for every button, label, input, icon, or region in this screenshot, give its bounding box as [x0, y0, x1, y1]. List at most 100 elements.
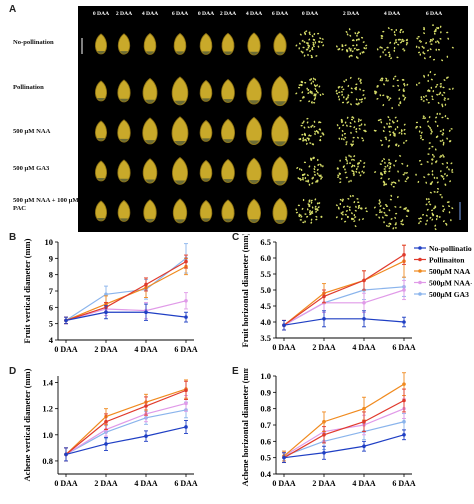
y-axis-label: Fruit vertical diameter (mm)	[22, 238, 32, 343]
series-pollinaiton	[64, 380, 188, 462]
y-tick-label: 0.4	[260, 469, 271, 479]
panel-letter-b: B	[9, 232, 17, 243]
data-point	[282, 455, 286, 460]
fruit-col-header-5: 2 DAA	[220, 11, 236, 17]
series-line	[65, 261, 187, 321]
legend-entry: 500μM NAA	[414, 267, 471, 276]
y-tick-label: 4.0	[260, 317, 271, 327]
y-tick-label: 4.5	[260, 301, 271, 311]
x-tick-label: 4 DAA	[134, 479, 158, 488]
x-tick-label: 0 DAA	[54, 345, 78, 354]
fruit-col-header-3: 6 DAA	[172, 11, 188, 17]
x-tick-label: 0 DAA	[272, 479, 296, 488]
data-point	[322, 450, 326, 455]
fruit-col-header-7: 6 DAA	[272, 11, 288, 17]
y-axis-label: Achene vertical diameter (mm)	[22, 368, 32, 481]
fruit-r1-c6	[246, 77, 262, 105]
legend-label: No-pollination	[429, 244, 472, 253]
x-tick-label: 2 DAA	[94, 479, 118, 488]
x-tick-label: 4 DAA	[352, 343, 376, 352]
y-axis-label: Achene horizontal diameter (mm)	[240, 368, 250, 486]
achene-disc-r4-c1	[335, 195, 368, 228]
legend-marker	[418, 292, 422, 296]
fruit-r0-c5	[221, 32, 235, 56]
achene-disc-r1-c2	[374, 75, 409, 110]
y-tick-label: 1.2	[42, 404, 53, 414]
fruit-r3-c7	[271, 156, 289, 186]
y-axis-label: Fruit horizontal diameter (mm)	[240, 234, 250, 347]
achene-disc-r0-c3	[415, 24, 454, 62]
fruit-r1-c3	[171, 76, 189, 106]
fruit-r4-c1	[117, 200, 131, 222]
data-point	[184, 259, 188, 264]
achene-disc-r0-c1	[336, 28, 368, 59]
fruit-r4-c3	[172, 198, 188, 224]
y-tick-label: 9	[49, 253, 53, 263]
x-tick-label: 2 DAA	[312, 343, 336, 352]
fruit-col-header-2: 4 DAA	[142, 11, 158, 17]
series-500-m-ga3	[64, 401, 188, 462]
x-tick-label: 4 DAA	[352, 479, 376, 488]
data-point	[322, 419, 326, 424]
achene-col-header-0: 0 DAA	[302, 11, 318, 17]
data-point	[184, 425, 188, 429]
data-point	[282, 323, 286, 327]
fruit-r0-c4	[199, 33, 213, 55]
series-line	[283, 318, 405, 326]
achene-disc-r3-c1	[336, 154, 366, 184]
fruit-r4-c5	[221, 199, 235, 223]
data-point	[402, 382, 406, 386]
fruit-r2-c0	[94, 120, 108, 142]
y-tick-label: 4	[49, 335, 54, 345]
data-point	[362, 278, 366, 283]
achene-disc-r3-c2	[374, 155, 410, 188]
x-tick-label: 6 DAA	[174, 345, 198, 354]
series-line	[65, 388, 187, 455]
y-tick-label: 5.0	[260, 285, 271, 295]
data-point	[184, 388, 188, 393]
legend-entry: No-pollination	[414, 244, 472, 253]
legend-marker	[418, 280, 422, 285]
series-500-m-naa-100-m-pac	[64, 395, 188, 462]
fruit-r3-c0	[94, 160, 108, 182]
achene-disc-r4-c3	[418, 191, 454, 231]
x-tick-label: 6 DAA	[174, 479, 198, 488]
data-point	[144, 434, 148, 438]
series-line	[65, 300, 187, 321]
data-point	[362, 301, 366, 305]
y-tick-label: 7	[49, 286, 54, 296]
data-point	[402, 398, 406, 403]
legend-label: 500μM NAA	[429, 267, 471, 276]
series-no-pollination	[64, 419, 188, 462]
fruit-r4-c4	[199, 200, 213, 222]
fruit-col-header-6: 4 DAA	[246, 11, 262, 17]
series-line	[283, 254, 405, 326]
fruit-r0-c2	[143, 33, 157, 55]
data-point	[322, 317, 326, 321]
data-point	[104, 442, 108, 446]
achene-disc-r4-c2	[373, 194, 410, 230]
y-tick-label: 1.4	[42, 378, 53, 388]
x-tick-label: 6 DAA	[392, 343, 416, 352]
legend-label: Pollinaiton	[429, 256, 465, 265]
fruit-r1-c5	[221, 78, 235, 103]
panel-letter-a: A	[9, 4, 17, 15]
series-line	[283, 434, 405, 459]
fruit-r4-c6	[247, 198, 261, 224]
x-tick-label: 4 DAA	[134, 345, 158, 354]
fruit-r3-c1	[117, 159, 131, 183]
fruit-r2-c3	[171, 116, 189, 146]
series-500-m-naa	[64, 379, 188, 462]
data-point	[402, 253, 406, 257]
fruit-r4-c2	[143, 199, 157, 223]
y-tick-label: 0.8	[260, 404, 271, 414]
data-point	[362, 444, 366, 449]
achene-col-header-3: 6 DAA	[426, 11, 442, 17]
fruit-r2-c2	[142, 117, 158, 145]
data-point	[362, 317, 366, 321]
series-500-m-naa	[64, 257, 188, 325]
fruit-r4-c7	[272, 197, 288, 225]
data-point	[104, 310, 108, 315]
achene-disc-r2-c3	[415, 112, 453, 151]
